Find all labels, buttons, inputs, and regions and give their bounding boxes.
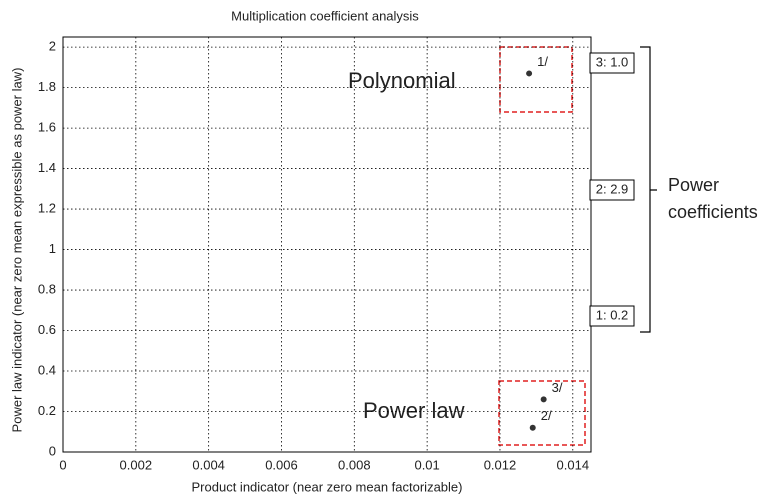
y-tick-label: 1.4 [38,160,56,175]
coefficient-label: 3: 1.0 [596,54,629,69]
plot-frame [62,36,592,453]
coefficient-label: 1: 0.2 [596,307,629,322]
y-axis-label: Power law indicator (near zero mean expr… [9,68,24,433]
highlight-box [498,380,586,446]
x-tick-label: 0.014 [557,457,590,472]
x-tick-label: 0.012 [484,457,517,472]
x-axis-label: Product indicator (near zero mean factor… [192,479,463,494]
highlight-box [499,46,573,113]
point-label: 3/ [552,380,563,395]
y-tick-label: 0.6 [38,322,56,337]
y-tick-label: 0.4 [38,362,56,377]
y-tick-label: 1.8 [38,79,56,94]
x-tick-label: 0.01 [414,457,439,472]
annotation: Power law [363,398,465,423]
y-tick-label: 0.2 [38,403,56,418]
y-tick-label: 1.6 [38,120,56,135]
y-tick-label: 2 [49,39,56,54]
point [526,70,533,77]
chart-title: Multiplication coefficient analysis [231,8,419,23]
point [540,396,547,403]
coefficient-title: Power coefficients [668,175,758,222]
y-tick-label: 1 [49,241,56,256]
x-tick-label: 0.002 [120,457,153,472]
y-tick-label: 1.2 [38,201,56,216]
x-tick-label: 0.006 [265,457,298,472]
point-label: 1/ [537,54,548,69]
x-tick-label: 0 [59,457,66,472]
bracket [640,46,657,333]
point-label: 2/ [541,408,552,423]
annotation: Polynomial [348,68,456,93]
y-tick-label: 0.8 [38,281,56,296]
coefficient-box [589,179,635,201]
coefficient-box [589,52,635,74]
x-tick-label: 0.008 [338,457,371,472]
y-tick-label: 0 [49,443,56,458]
x-tick-label: 0.004 [192,457,225,472]
coefficient-box [589,305,635,327]
coefficient-label: 2: 2.9 [596,181,629,196]
point [529,424,536,431]
